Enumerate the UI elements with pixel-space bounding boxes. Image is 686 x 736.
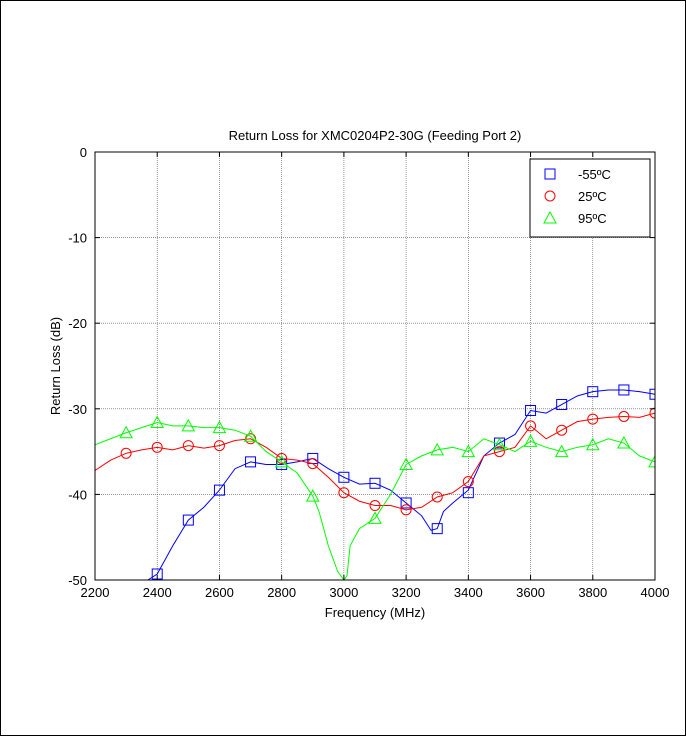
legend-box — [529, 158, 651, 238]
data-point-marker — [307, 458, 319, 470]
data-point-marker — [493, 446, 505, 458]
axes-box — [94, 151, 656, 581]
data-point-marker — [556, 399, 568, 411]
data-point-marker — [523, 434, 538, 447]
legend-marker — [544, 190, 556, 202]
y-tick-label: 0 — [80, 145, 87, 160]
data-point-marker — [648, 454, 655, 468]
data-point-marker — [181, 418, 196, 432]
x-tick-label: 2800 — [267, 585, 296, 600]
data-point-marker — [462, 476, 474, 488]
legend: -55ºC 25ºC 95ºC — [529, 158, 651, 238]
x-tick-label: 3800 — [578, 585, 607, 600]
data-point-marker — [213, 484, 225, 496]
data-point-marker — [305, 489, 320, 502]
x-tick-label: 3400 — [454, 585, 483, 600]
data-point-marker — [649, 407, 655, 419]
series-2 — [95, 407, 655, 516]
series-line — [95, 412, 655, 511]
x-tick-label: 2400 — [143, 585, 172, 600]
series-line — [147, 389, 655, 580]
data-point-marker — [617, 435, 631, 449]
data-point-marker — [182, 514, 194, 526]
data-point-marker — [400, 504, 412, 516]
y-tick-label: -20 — [68, 316, 87, 331]
data-point-marker — [243, 429, 258, 442]
data-point-marker — [338, 487, 350, 499]
legend-label: 25ºC — [578, 189, 607, 204]
x-tick-label: 3200 — [392, 585, 421, 600]
data-point-marker — [338, 471, 350, 483]
x-tick-label: 2600 — [205, 585, 234, 600]
data-point-marker — [587, 386, 599, 398]
data-point-marker — [556, 424, 568, 436]
data-point-marker — [369, 477, 381, 489]
y-axis-label: Return Loss (dB) — [48, 317, 63, 415]
data-point-marker — [525, 405, 537, 417]
legend-marker — [543, 210, 557, 224]
data-point-marker — [431, 491, 443, 503]
series-layer — [95, 384, 655, 580]
data-point-marker — [587, 413, 599, 425]
data-point-marker — [461, 444, 476, 458]
y-tick-label: -30 — [68, 402, 87, 417]
legend-label: 95ºC — [578, 211, 607, 226]
y-tick-label: -50 — [68, 573, 87, 588]
data-point-marker — [462, 487, 474, 499]
chart-title: Return Loss for XMC0204P2-30G (Feeding P… — [229, 128, 522, 143]
x-tick-label: 2200 — [81, 585, 110, 600]
data-point-marker — [150, 415, 165, 428]
x-tick-label: 3000 — [329, 585, 358, 600]
data-point-marker — [182, 440, 194, 452]
x-tick-label: 4000 — [641, 585, 670, 600]
data-point-marker — [618, 411, 630, 423]
data-point-marker — [431, 523, 443, 535]
data-point-marker — [649, 388, 655, 400]
data-point-marker — [430, 442, 445, 456]
y-tick-label: -10 — [68, 231, 87, 246]
series-1 — [147, 384, 655, 580]
y-tick-label: -40 — [68, 487, 87, 502]
data-point-marker — [368, 511, 382, 524]
legend-label: -55ºC — [578, 167, 611, 182]
series-line — [95, 421, 655, 580]
legend-marker — [544, 168, 556, 180]
data-point-marker — [400, 497, 412, 509]
x-tick-label: 3600 — [516, 585, 545, 600]
series-3 — [95, 415, 655, 580]
data-point-marker — [245, 456, 257, 468]
x-axis-label: Frequency (MHz) — [325, 605, 425, 620]
data-point-marker — [399, 457, 413, 470]
data-point-marker — [554, 444, 569, 458]
data-point-marker — [212, 420, 227, 434]
data-point-marker — [369, 500, 381, 512]
data-point-marker — [151, 441, 163, 453]
data-point-marker — [585, 437, 600, 451]
data-point-marker — [618, 384, 630, 396]
data-point-marker — [525, 420, 537, 432]
data-point-marker — [213, 440, 225, 452]
data-point-marker — [120, 447, 132, 459]
data-point-marker — [492, 437, 507, 451]
data-point-marker — [119, 425, 133, 439]
axis-ticks: 2200 2400 2600 2800 3000 3200 3400 3600 3800 4000… — [68, 145, 669, 600]
data-point-marker — [274, 454, 289, 468]
